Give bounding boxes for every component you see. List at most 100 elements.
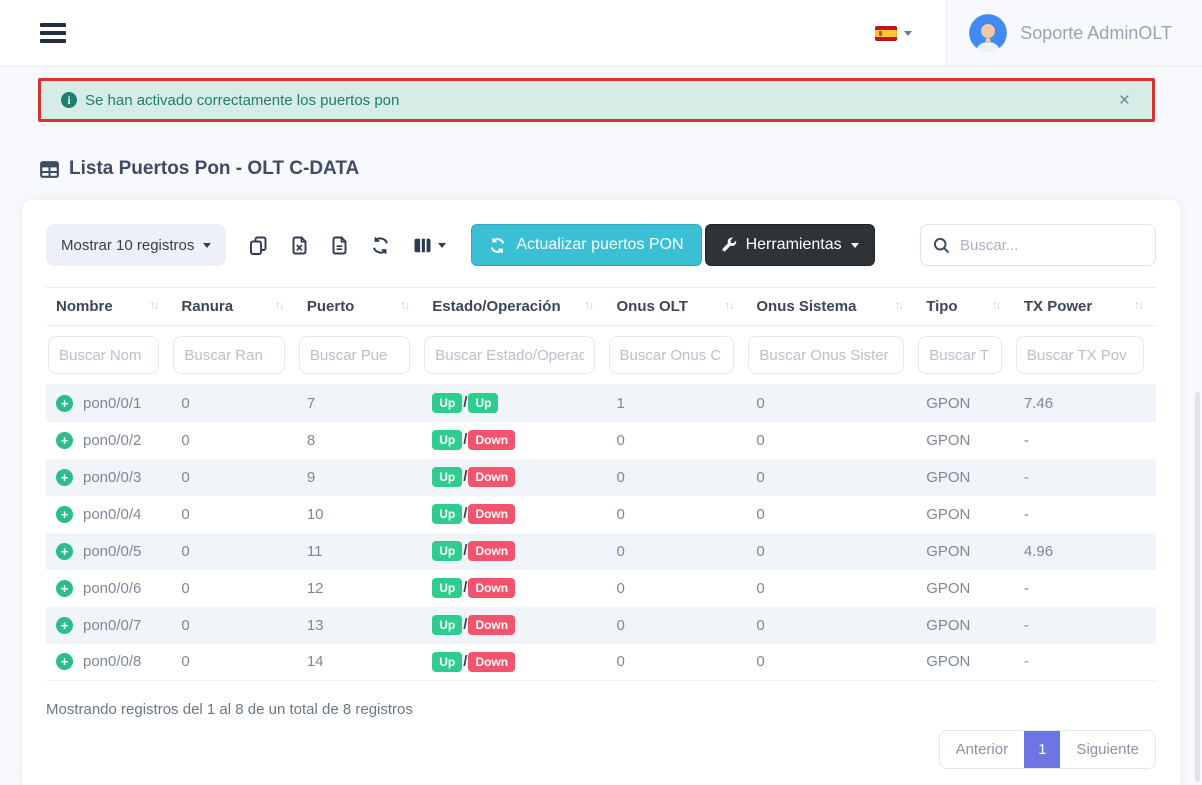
- expand-row-icon[interactable]: +: [56, 653, 73, 671]
- expand-row-icon[interactable]: +: [56, 505, 73, 523]
- filter-input-estado-operacion[interactable]: [424, 336, 595, 374]
- table-row: + pon0/0/5 0 11 Up / Down 0 0 GPON 4.96: [46, 532, 1156, 570]
- cell-onus-sistema: 0: [756, 468, 765, 486]
- search-input[interactable]: [960, 236, 1143, 254]
- navbar-right: Soporte AdminOLT: [875, 0, 1202, 66]
- filter-input-ranura[interactable]: [173, 336, 285, 374]
- cell-tx-power: -: [1023, 468, 1029, 486]
- filter-input-tx-power[interactable]: [1015, 336, 1144, 374]
- table-row: + pon0/0/1 0 7 Up / Up 1 0 GPON 7.46: [46, 384, 1156, 422]
- page-length-label: Mostrar 10 registros: [61, 236, 195, 254]
- operacion-badge: Down: [468, 578, 516, 598]
- sort-icon: ↑↓: [400, 298, 410, 312]
- port-name: pon0/0/5: [83, 542, 142, 560]
- column-header-tipo[interactable]: Tipo ↑↓: [916, 287, 1014, 326]
- menu-toggle-icon[interactable]: [40, 19, 66, 47]
- cell-onus-olt: 0: [616, 542, 625, 560]
- cell-onus-olt: 0: [616, 468, 625, 486]
- wrench-icon: [721, 237, 737, 253]
- expand-row-icon[interactable]: +: [56, 394, 73, 412]
- info-icon: i: [61, 92, 77, 108]
- cell-estado-operacion: Up / Down: [422, 607, 606, 644]
- port-name: pon0/0/4: [83, 505, 142, 523]
- update-pon-ports-button[interactable]: Actualizar puertos PON: [471, 224, 702, 266]
- expand-row-icon[interactable]: +: [56, 468, 73, 486]
- cell-ranura: 0: [181, 468, 190, 486]
- estado-badge: Up: [432, 430, 463, 450]
- filter-input-onus-sistema[interactable]: [748, 336, 905, 374]
- alert-close-icon[interactable]: ×: [1118, 89, 1130, 111]
- copy-icon: [249, 236, 268, 255]
- column-header-onus-olt[interactable]: Onus OLT ↑↓: [606, 287, 747, 326]
- expand-row-icon[interactable]: +: [56, 616, 73, 634]
- operacion-badge: Down: [468, 430, 516, 450]
- cell-ranura: 0: [171, 643, 297, 681]
- pagination-current-page[interactable]: 1: [1024, 731, 1061, 768]
- expand-row-icon[interactable]: +: [56, 431, 73, 449]
- cell-tx-power: -: [1023, 431, 1029, 449]
- spain-flag-icon: [875, 25, 898, 41]
- filter-input-tipo[interactable]: [918, 336, 1002, 374]
- cell-onus-sistema: 0: [756, 394, 765, 412]
- operacion-badge: Down: [468, 467, 516, 487]
- table-row: + pon0/0/3 0 9 Up / Down 0 0 GPON -: [46, 458, 1156, 496]
- cell-puerto: 11: [306, 542, 323, 560]
- estado-separator: /: [463, 431, 468, 448]
- expand-row-icon[interactable]: +: [56, 579, 73, 597]
- estado-separator: /: [463, 652, 468, 670]
- sort-icon: ↑↓: [724, 298, 734, 312]
- column-header-estado-operacion[interactable]: Estado/Operación ↑↓: [422, 287, 607, 326]
- table-row: + pon0/0/4 0 10 Up / Down 0 0 GPON -: [46, 496, 1156, 533]
- column-header-nombre[interactable]: Nombre ↑↓: [46, 287, 172, 326]
- column-visibility-dropdown[interactable]: [413, 237, 447, 254]
- cell-tipo: GPON: [926, 468, 971, 486]
- export-file-button[interactable]: [331, 236, 348, 255]
- cell-puerto: 7: [306, 394, 316, 412]
- column-label: Nombre: [56, 298, 113, 315]
- export-excel-button[interactable]: [291, 236, 308, 255]
- expand-row-icon[interactable]: +: [56, 542, 73, 560]
- tools-dropdown[interactable]: Herramientas: [704, 224, 875, 266]
- chevron-down-icon: [904, 30, 913, 36]
- filter-input-nombre[interactable]: [48, 336, 160, 374]
- reload-table-button[interactable]: [371, 236, 390, 255]
- column-label: Onus OLT: [616, 298, 688, 315]
- refresh-icon: [489, 237, 506, 254]
- filter-input-onus-olt[interactable]: [608, 336, 735, 374]
- cell-puerto: 12: [306, 579, 324, 597]
- cell-puerto: 8: [306, 431, 316, 449]
- pagination-previous[interactable]: Anterior: [939, 731, 1025, 768]
- pagination: Anterior 1 Siguiente: [938, 730, 1156, 769]
- scrollbar-thumb[interactable]: [1195, 392, 1200, 782]
- chevron-down-icon: [203, 242, 212, 248]
- column-header-tx-power[interactable]: TX Power ↑↓: [1013, 287, 1156, 326]
- user-menu[interactable]: Soporte AdminOLT: [946, 0, 1202, 66]
- operacion-badge: Up: [468, 393, 499, 414]
- estado-badge: Up: [432, 467, 463, 487]
- column-label: Tipo: [926, 298, 958, 315]
- top-navbar: Soporte AdminOLT: [0, 0, 1202, 67]
- cell-tx-power: -: [1023, 505, 1029, 523]
- filter-input-puerto[interactable]: [298, 336, 411, 374]
- cell-onus-sistema: 0: [756, 505, 765, 523]
- alert-message: Se han activado correctamente los puerto…: [85, 91, 400, 109]
- copy-button[interactable]: [249, 236, 268, 255]
- page-length-dropdown[interactable]: Mostrar 10 registros: [46, 224, 227, 266]
- cell-ranura: 0: [181, 431, 190, 449]
- language-dropdown[interactable]: [875, 0, 913, 66]
- port-name: pon0/0/1: [83, 394, 142, 412]
- cell-onus-olt: 1: [616, 394, 625, 412]
- column-header-puerto[interactable]: Puerto ↑↓: [296, 287, 423, 326]
- cell-puerto: 13: [306, 616, 324, 634]
- operacion-badge: Down: [468, 504, 516, 524]
- operacion-badge: Down: [468, 541, 516, 561]
- cell-ranura: 0: [181, 505, 190, 523]
- cell-estado-operacion: Up / Down: [422, 422, 606, 459]
- cell-tipo: GPON: [926, 616, 971, 634]
- column-header-ranura[interactable]: Ranura ↑↓: [171, 287, 297, 326]
- pon-ports-table: Nombre ↑↓ Ranura ↑↓ Puerto ↑↓ Estado/Operac…: [46, 287, 1156, 681]
- estado-badge: Up: [432, 651, 463, 672]
- column-header-onus-sistema[interactable]: Onus Sistema ↑↓: [746, 287, 917, 326]
- pagination-next[interactable]: Siguiente: [1060, 731, 1155, 768]
- column-label: Ranura: [181, 298, 234, 315]
